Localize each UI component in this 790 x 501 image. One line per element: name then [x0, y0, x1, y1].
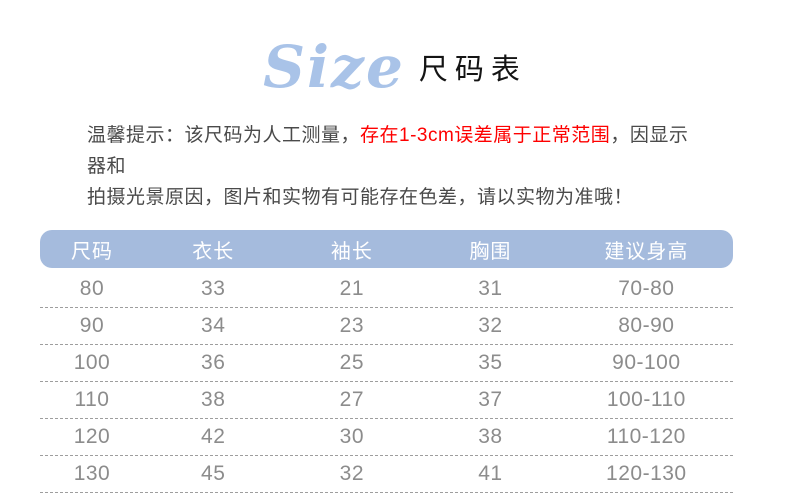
header-cell: 胸围: [469, 240, 512, 263]
table-cell: 34: [201, 314, 226, 337]
table-cell: 110: [74, 388, 110, 411]
table-cell: 31: [478, 277, 503, 300]
title-text-cn: 尺码表: [418, 54, 527, 86]
table-cell: 32: [339, 462, 364, 485]
table-cell: 21: [339, 277, 364, 300]
table-row: 100 36 25 35 90-100: [40, 345, 733, 382]
table-cell: 33: [201, 277, 226, 300]
notice-line2: 拍摄光景原因，图片和实物有可能存在色差，请以实物为准哦！: [87, 187, 634, 208]
table-body: 80 33 21 31 70-80 90 34 23 32 80-90 100 36 25 35 90-10…: [40, 271, 733, 493]
table-cell: 23: [339, 314, 364, 337]
notice-line1-prefix: 温馨提示：该尺码为人工测量，: [87, 125, 361, 146]
header-cell: 尺码: [70, 240, 113, 263]
table-cell: 80: [79, 277, 105, 300]
table-cell: 41: [478, 462, 503, 485]
table-header-row: 尺码 衣长 袖长 胸围 建议身高: [40, 230, 733, 268]
table-cell: 100: [73, 351, 111, 374]
table-cell: 37: [478, 388, 503, 411]
table-cell: 45: [201, 462, 226, 485]
size-table: 尺码 衣长 袖长 胸围 建议身高 80 33 21 31 70-80 90 34 23 32 80-90 1…: [40, 230, 733, 493]
table-cell: 130: [73, 462, 111, 485]
header-cell: 建议身高: [604, 240, 689, 263]
table-cell: 120-130: [606, 462, 687, 485]
title-script-size: Size: [263, 33, 405, 101]
table-cell: 36: [201, 351, 226, 374]
table-cell: 30: [339, 425, 364, 448]
table-cell: 25: [339, 351, 364, 374]
table-cell: 90: [79, 314, 105, 337]
table-cell: 70-80: [618, 277, 675, 300]
header-cell: 袖长: [330, 240, 373, 263]
header-cell: 衣长: [192, 240, 235, 263]
table-cell: 80-90: [618, 314, 675, 337]
table-row: 130 45 32 41 120-130: [40, 456, 733, 493]
table-cell: 90-100: [612, 351, 681, 374]
table-row: 80 33 21 31 70-80: [40, 271, 733, 308]
table-cell: 110-120: [606, 425, 686, 448]
table-cell: 38: [201, 388, 226, 411]
table-cell: 35: [478, 351, 503, 374]
table-cell: 38: [478, 425, 503, 448]
table-row: 90 34 23 32 80-90: [40, 308, 733, 345]
notice-text: 温馨提示：该尺码为人工测量，存在1-3cm误差属于正常范围，因显示器和 拍摄光景…: [87, 120, 703, 213]
table-cell: 100-110: [606, 388, 686, 411]
notice-line1-suffix: ，因显示器和: [87, 125, 689, 177]
table-cell: 27: [339, 388, 364, 411]
table-cell: 120: [73, 425, 111, 448]
table-row: 110 38 27 37 100-110: [40, 382, 733, 419]
notice-highlight: 存在1-3cm误差属于正常范围: [360, 125, 611, 146]
page-title: Size 尺码表: [0, 0, 790, 96]
table-cell: 42: [201, 425, 226, 448]
table-row: 120 42 30 38 110-120: [40, 419, 733, 456]
table-cell: 32: [478, 314, 503, 337]
